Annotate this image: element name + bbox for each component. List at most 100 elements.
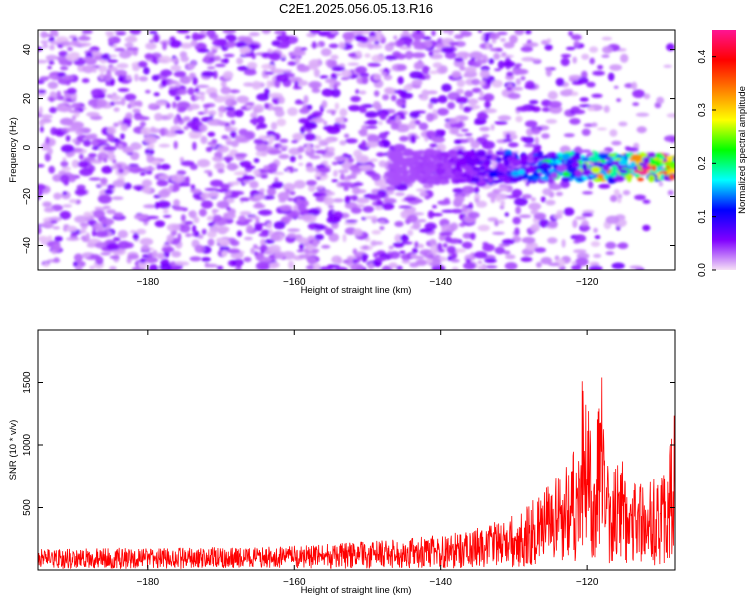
spectrogram-cell bbox=[298, 162, 304, 166]
spectrogram-cell bbox=[591, 122, 598, 127]
spectrogram-cell bbox=[272, 262, 280, 268]
spectrogram-cell bbox=[425, 130, 436, 138]
spectrogram-cell bbox=[664, 135, 675, 142]
spectrogram-cell bbox=[98, 194, 112, 204]
spectrogram-cell bbox=[92, 67, 97, 73]
spectrogram-cell bbox=[515, 206, 521, 215]
spectrogram-cell bbox=[569, 118, 581, 125]
spectrogram-cell bbox=[144, 53, 154, 60]
spectrogram-cell bbox=[560, 57, 570, 67]
spectrogram-cell bbox=[98, 65, 108, 73]
spectrogram-cell bbox=[260, 238, 266, 247]
spectrogram-cell bbox=[352, 182, 364, 187]
spectrogram-cell bbox=[643, 93, 651, 100]
spectrogram-cell bbox=[394, 234, 403, 243]
spectrogram-signal-cell bbox=[495, 156, 503, 163]
spectrogram-cell bbox=[506, 71, 514, 77]
spectrogram-cell bbox=[253, 158, 260, 163]
snr-series-line bbox=[38, 377, 675, 570]
spectrogram-signal-cell bbox=[588, 155, 601, 162]
spectrogram-cell bbox=[436, 108, 449, 116]
spectrogram-signal-cell bbox=[597, 152, 609, 160]
spectrogram-cell bbox=[296, 249, 305, 253]
spectrogram-cell bbox=[210, 45, 222, 50]
spectrogram-cell bbox=[90, 159, 103, 164]
spectrogram-cell bbox=[342, 259, 349, 264]
spectrogram-cell bbox=[334, 102, 340, 110]
spectrogram-cell bbox=[132, 108, 141, 114]
spectrogram-cell bbox=[160, 128, 166, 137]
spectrogram-cell bbox=[196, 48, 210, 53]
spectrogram-cell bbox=[71, 102, 81, 109]
snr-x-ticks: −180 −160 −140 −120 bbox=[137, 330, 599, 588]
spectrogram-cell bbox=[169, 88, 176, 95]
spectrogram-cell bbox=[447, 102, 456, 110]
spectrogram-cell bbox=[342, 31, 355, 40]
spectrogram-cell bbox=[361, 253, 368, 263]
spectrogram-cell bbox=[323, 120, 328, 126]
spectrogram-cell bbox=[116, 63, 129, 69]
spectrogram-cell bbox=[356, 256, 362, 262]
spectrogram-cell bbox=[148, 264, 159, 270]
spectrogram-cell bbox=[94, 55, 103, 61]
spectrogram-cell bbox=[109, 255, 120, 260]
spectrogram-cell bbox=[211, 209, 220, 213]
spectrogram-cell bbox=[178, 119, 185, 125]
spectrogram-cell bbox=[107, 184, 115, 189]
spectrogram-signal-cell bbox=[639, 162, 644, 166]
spectrogram-cell bbox=[71, 114, 77, 122]
spectrogram-cell bbox=[313, 68, 320, 78]
spectrogram-cell bbox=[58, 105, 71, 113]
x-tick-label: −160 bbox=[283, 577, 306, 588]
spectrogram-cell bbox=[172, 230, 177, 236]
spectrogram-cell bbox=[419, 228, 433, 233]
spectrogram-signal-cell bbox=[422, 156, 427, 162]
spectrogram-cell bbox=[547, 220, 558, 228]
spectrogram-cell bbox=[509, 34, 518, 44]
spectrogram-cell bbox=[239, 46, 252, 54]
spectrogram-cell bbox=[217, 145, 230, 153]
spectrogram-cell bbox=[409, 71, 424, 79]
spectrogram-cell bbox=[75, 265, 83, 270]
spectrogram-cell bbox=[302, 214, 312, 220]
spectrogram-cell bbox=[313, 192, 327, 196]
spectrogram-cell bbox=[415, 188, 427, 192]
spectrogram-cell bbox=[523, 143, 537, 148]
spectrogram-cell bbox=[313, 263, 321, 270]
spectrogram-cell bbox=[281, 216, 293, 222]
spectrogram-cell bbox=[59, 174, 70, 184]
spectrogram-cell bbox=[156, 180, 169, 187]
spectrogram-cell bbox=[168, 184, 173, 191]
spectrogram-cell bbox=[581, 225, 591, 231]
spectrogram-cell bbox=[521, 236, 536, 244]
snr-frame bbox=[37, 329, 676, 571]
spectrogram-cell bbox=[493, 52, 500, 60]
spectrogram-cell bbox=[572, 219, 578, 229]
spectrogram-cell bbox=[144, 257, 159, 264]
spectrogram-cell bbox=[103, 158, 108, 163]
spectrogram-cell bbox=[261, 63, 274, 70]
spectrogram-cell bbox=[582, 191, 593, 195]
spectrogram-cell bbox=[215, 189, 229, 193]
spectrogram-cell bbox=[101, 165, 113, 174]
spectrogram-cell bbox=[334, 156, 346, 162]
spectrogram-cell bbox=[112, 179, 126, 188]
spectrogram-cell bbox=[218, 110, 224, 118]
spectrogram-cell bbox=[381, 266, 393, 270]
spectrogram-cell bbox=[205, 146, 213, 153]
spectrogram-cell bbox=[530, 223, 540, 232]
spectrogram-signal-cell bbox=[608, 153, 616, 157]
spectrogram-cell bbox=[77, 160, 90, 168]
spectrogram-cell bbox=[576, 252, 590, 260]
spectrogram-cell bbox=[48, 165, 56, 174]
spectrogram-cell bbox=[130, 142, 143, 150]
spectrogram-cell bbox=[656, 96, 665, 104]
spectrogram-cell bbox=[616, 243, 627, 248]
spectrogram-cell bbox=[450, 258, 460, 263]
spectrogram-signal-cell bbox=[558, 152, 563, 157]
spectrogram-signal-cell bbox=[611, 165, 618, 174]
spectrogram-cell bbox=[85, 133, 94, 141]
spectrogram-cell bbox=[173, 206, 186, 211]
spectrogram-cell bbox=[411, 212, 425, 216]
